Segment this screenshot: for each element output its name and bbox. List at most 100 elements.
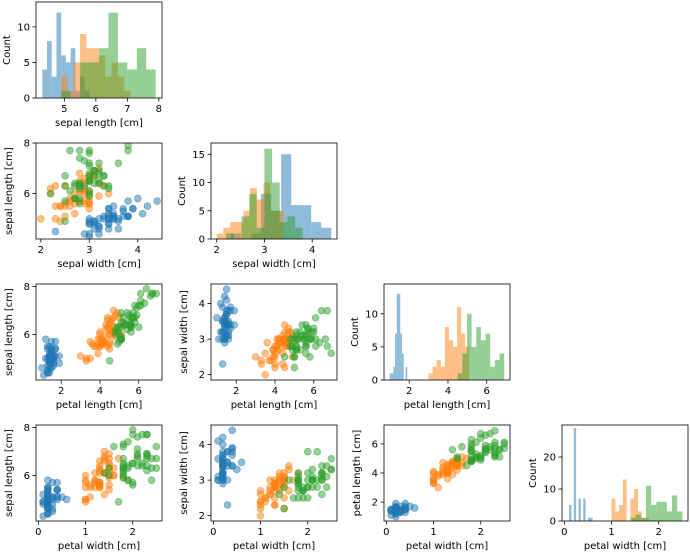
scatter-point-s2-p30 xyxy=(75,154,84,162)
scatter-point-s2-p35 xyxy=(143,430,151,439)
y-tick-label: 0 xyxy=(199,235,205,246)
y-axis-label: Count xyxy=(177,176,188,206)
scatter-point-s1-p48 xyxy=(86,493,95,501)
hist-bar-s0-b4 xyxy=(396,293,399,380)
scatter-point-s0-p40 xyxy=(223,458,232,467)
scatter-point-s1-p10 xyxy=(256,511,265,520)
y-axis-label: sepal width [cm] xyxy=(179,290,190,374)
scatter-point-s0-p41 xyxy=(51,227,60,236)
hist-bar-s1-b2 xyxy=(73,62,81,98)
scatter-point-s2-p31 xyxy=(142,284,151,293)
y-tick-label: 3 xyxy=(199,476,205,487)
x-axis-label: petal width [cm] xyxy=(584,541,666,552)
hist-bar-s1-b2 xyxy=(230,222,237,239)
scatter-point-s0-p44 xyxy=(53,493,62,501)
hist-bar-s2-b3 xyxy=(471,346,477,380)
hist-bar-s2-b4 xyxy=(476,327,481,380)
hist-bar-s0-b7 xyxy=(402,353,404,380)
panel-scatter-sw-sl: 2 3 4 6 8 sepal width [cm] sepal length [cm] xyxy=(4,139,163,270)
scatter-point-s1-p37 xyxy=(270,501,279,509)
y-tick-label: 8 xyxy=(24,282,30,293)
hist-bar-s0-b2 xyxy=(393,366,396,380)
y-tick-label: 2 xyxy=(199,370,205,381)
scatter-point-s2-p33 xyxy=(280,483,288,492)
hist-bar-s2-b1 xyxy=(462,353,467,380)
scatter-point-s1-p49 xyxy=(95,478,104,487)
scatter-point-s0-p15 xyxy=(222,285,231,294)
hist-bar-s2-b2 xyxy=(640,517,646,521)
hist-bar-s1-b5 xyxy=(630,498,635,521)
panel-scatter-pw-pl: 0 1 2 2 4 6 petal width [cm] petal length [cm] xyxy=(352,424,511,552)
scatter-point-s2-p35 xyxy=(85,146,94,155)
x-axis-label: petal width [cm] xyxy=(233,541,315,552)
scatter-point-s0-p49 xyxy=(45,354,54,363)
hist-bar-s1-b2 xyxy=(619,505,623,521)
scatter-point-s0-p47 xyxy=(45,364,54,372)
scatter-point-s1-p43 xyxy=(256,501,265,509)
scatter-point-s2-p9 xyxy=(311,313,320,322)
scatter-point-s2-p31 xyxy=(124,143,132,150)
scatter-point-s2-p31 xyxy=(317,306,326,315)
scatter-point-s0-p47 xyxy=(43,505,52,513)
hist-bar-s0-b5 xyxy=(281,154,292,239)
scatter-point-s1-p34 xyxy=(105,485,113,494)
scatter-point-s1-p29 xyxy=(261,349,270,358)
scatter-point-s2-p32 xyxy=(302,342,310,351)
hist-bar-s1-b0 xyxy=(428,373,433,380)
scatter-point-s1-p49 xyxy=(270,483,279,492)
axes-frame xyxy=(35,424,163,522)
scatter-point-s0-p33 xyxy=(218,433,227,442)
hist-bar-s2-b6 xyxy=(272,182,280,239)
hist-bar-s0-b0 xyxy=(569,505,572,521)
y-tick-label: 2 xyxy=(372,498,378,509)
scatter-point-s2-p14 xyxy=(322,483,331,492)
hist-bar-s0-b9 xyxy=(405,366,408,380)
scatter-point-s2-p39 xyxy=(133,449,142,458)
panel-hist-sepal-width: 2 3 4 0 5 10 15 sepal width [cm] Count xyxy=(177,142,338,270)
y-tick-label: 5 xyxy=(199,206,205,217)
hist-bar-s0-b4 xyxy=(578,498,581,521)
scatter-point-s2-p34 xyxy=(100,469,109,477)
hist-bar-s0-b3 xyxy=(395,333,397,380)
scatter-point-s2-p30 xyxy=(136,296,145,305)
scatter-point-s2-p47 xyxy=(303,476,312,484)
scatter-point-s0-p48 xyxy=(222,310,231,319)
y-tick-label: 6 xyxy=(24,330,30,341)
x-axis-label: petal length [cm] xyxy=(404,400,491,411)
scatter-point-s0-p45 xyxy=(48,500,57,509)
scatter-point-s2-p6 xyxy=(105,356,114,365)
scatter-point-s2-p29 xyxy=(458,443,466,451)
y-axis-label: petal length [cm] xyxy=(352,430,363,517)
scatter-point-s0-p15 xyxy=(153,197,161,205)
hist-bar-s1-b3 xyxy=(440,366,445,380)
scatter-point-s0-p44 xyxy=(401,499,410,508)
hist-bar-s1-b1 xyxy=(432,366,437,380)
plot-area xyxy=(214,426,336,520)
y-tick-label: 8 xyxy=(24,423,30,434)
y-tick-label: 20 xyxy=(543,453,556,464)
x-tick-label: 2 xyxy=(58,386,64,397)
scatter-point-s1-p49 xyxy=(98,337,106,346)
y-tick-label: 4 xyxy=(199,440,205,451)
scatter-point-s2-p48 xyxy=(491,448,499,457)
scatter-point-s2-p19 xyxy=(280,504,288,513)
x-tick-label: 6 xyxy=(93,104,99,115)
hist-bar-s2-b5 xyxy=(656,501,662,521)
scatter-point-s0-p45 xyxy=(223,476,232,484)
scatter-point-s1-p37 xyxy=(51,182,60,190)
scatter-point-s0-p44 xyxy=(228,447,237,456)
scatter-point-s2-p42 xyxy=(299,486,307,495)
scatter-point-s2-p22 xyxy=(75,146,84,155)
scatter-point-s2-p49 xyxy=(119,473,128,482)
scatter-point-s2-p25 xyxy=(119,442,128,451)
scatter-point-s0-p22 xyxy=(213,313,221,322)
scatter-point-s0-p33 xyxy=(220,292,229,301)
scatter-point-s0-p47 xyxy=(95,225,103,233)
scatter-point-s1-p43 xyxy=(429,479,438,487)
scatter-point-s2-p25 xyxy=(95,159,103,168)
scatter-point-s2-p17 xyxy=(313,447,321,456)
scatter-point-s1-p10 xyxy=(261,370,270,379)
hist-bar-s1-b6 xyxy=(453,346,458,380)
axes-frame xyxy=(210,142,338,240)
scatter-point-s2-p42 xyxy=(292,345,301,354)
